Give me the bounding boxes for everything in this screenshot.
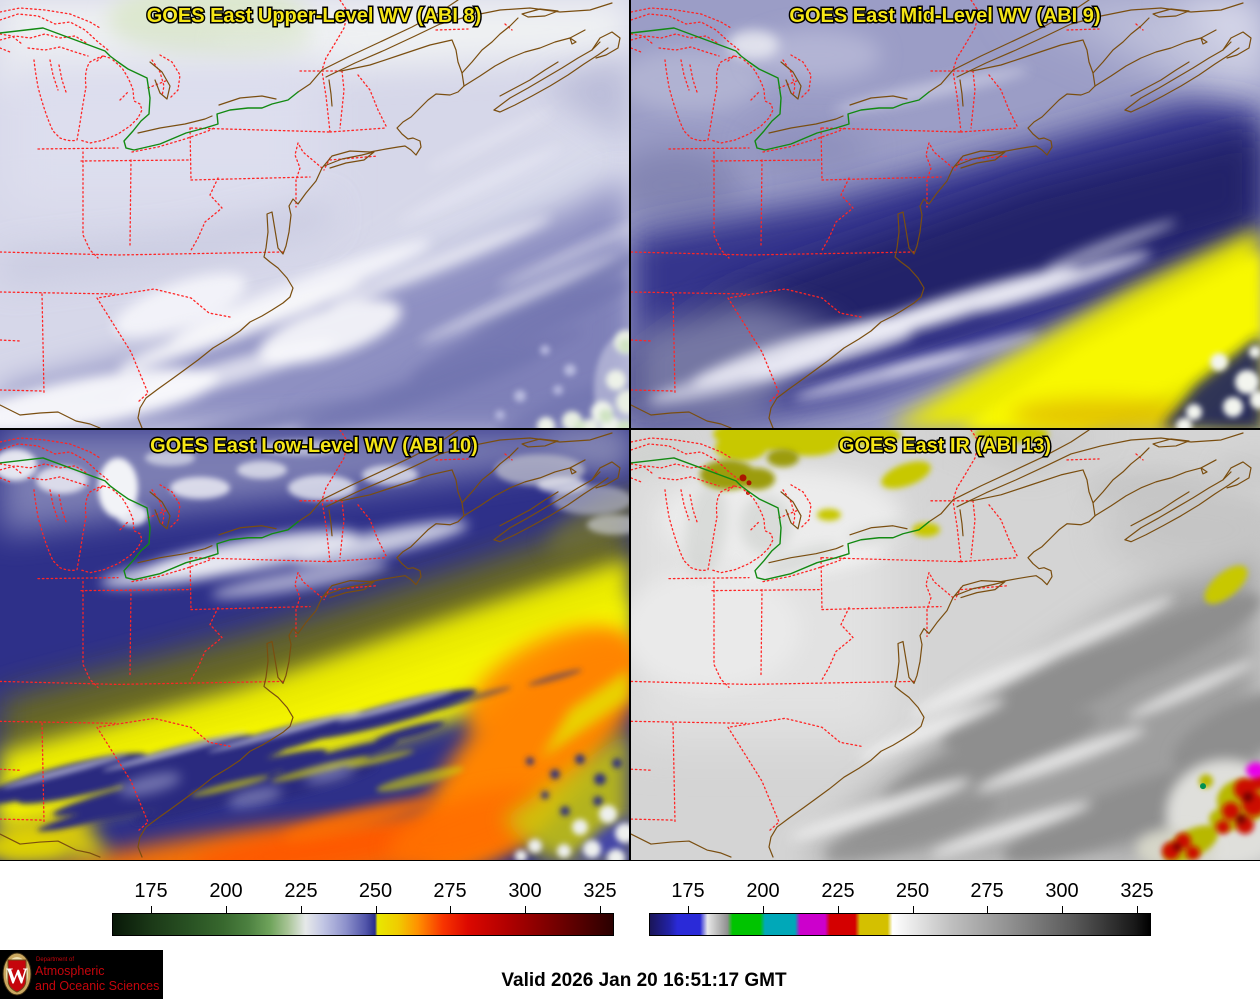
svg-text:W: W bbox=[6, 963, 28, 988]
svg-text:Department of: Department of bbox=[36, 957, 74, 963]
svg-text:GOES East Low-Level WV (ABI 10: GOES East Low-Level WV (ABI 10) bbox=[150, 435, 478, 457]
svg-text:GOES East Mid-Level WV (ABI 9): GOES East Mid-Level WV (ABI 9) bbox=[789, 5, 1100, 27]
svg-text:and Oceanic Sciences: and Oceanic Sciences bbox=[35, 979, 159, 993]
svg-text:GOES East IR (ABI 13): GOES East IR (ABI 13) bbox=[839, 435, 1051, 457]
svg-text:GOES East Upper-Level WV (ABI: GOES East Upper-Level WV (ABI 8) bbox=[147, 5, 482, 27]
svg-text:Atmospheric: Atmospheric bbox=[35, 964, 104, 978]
